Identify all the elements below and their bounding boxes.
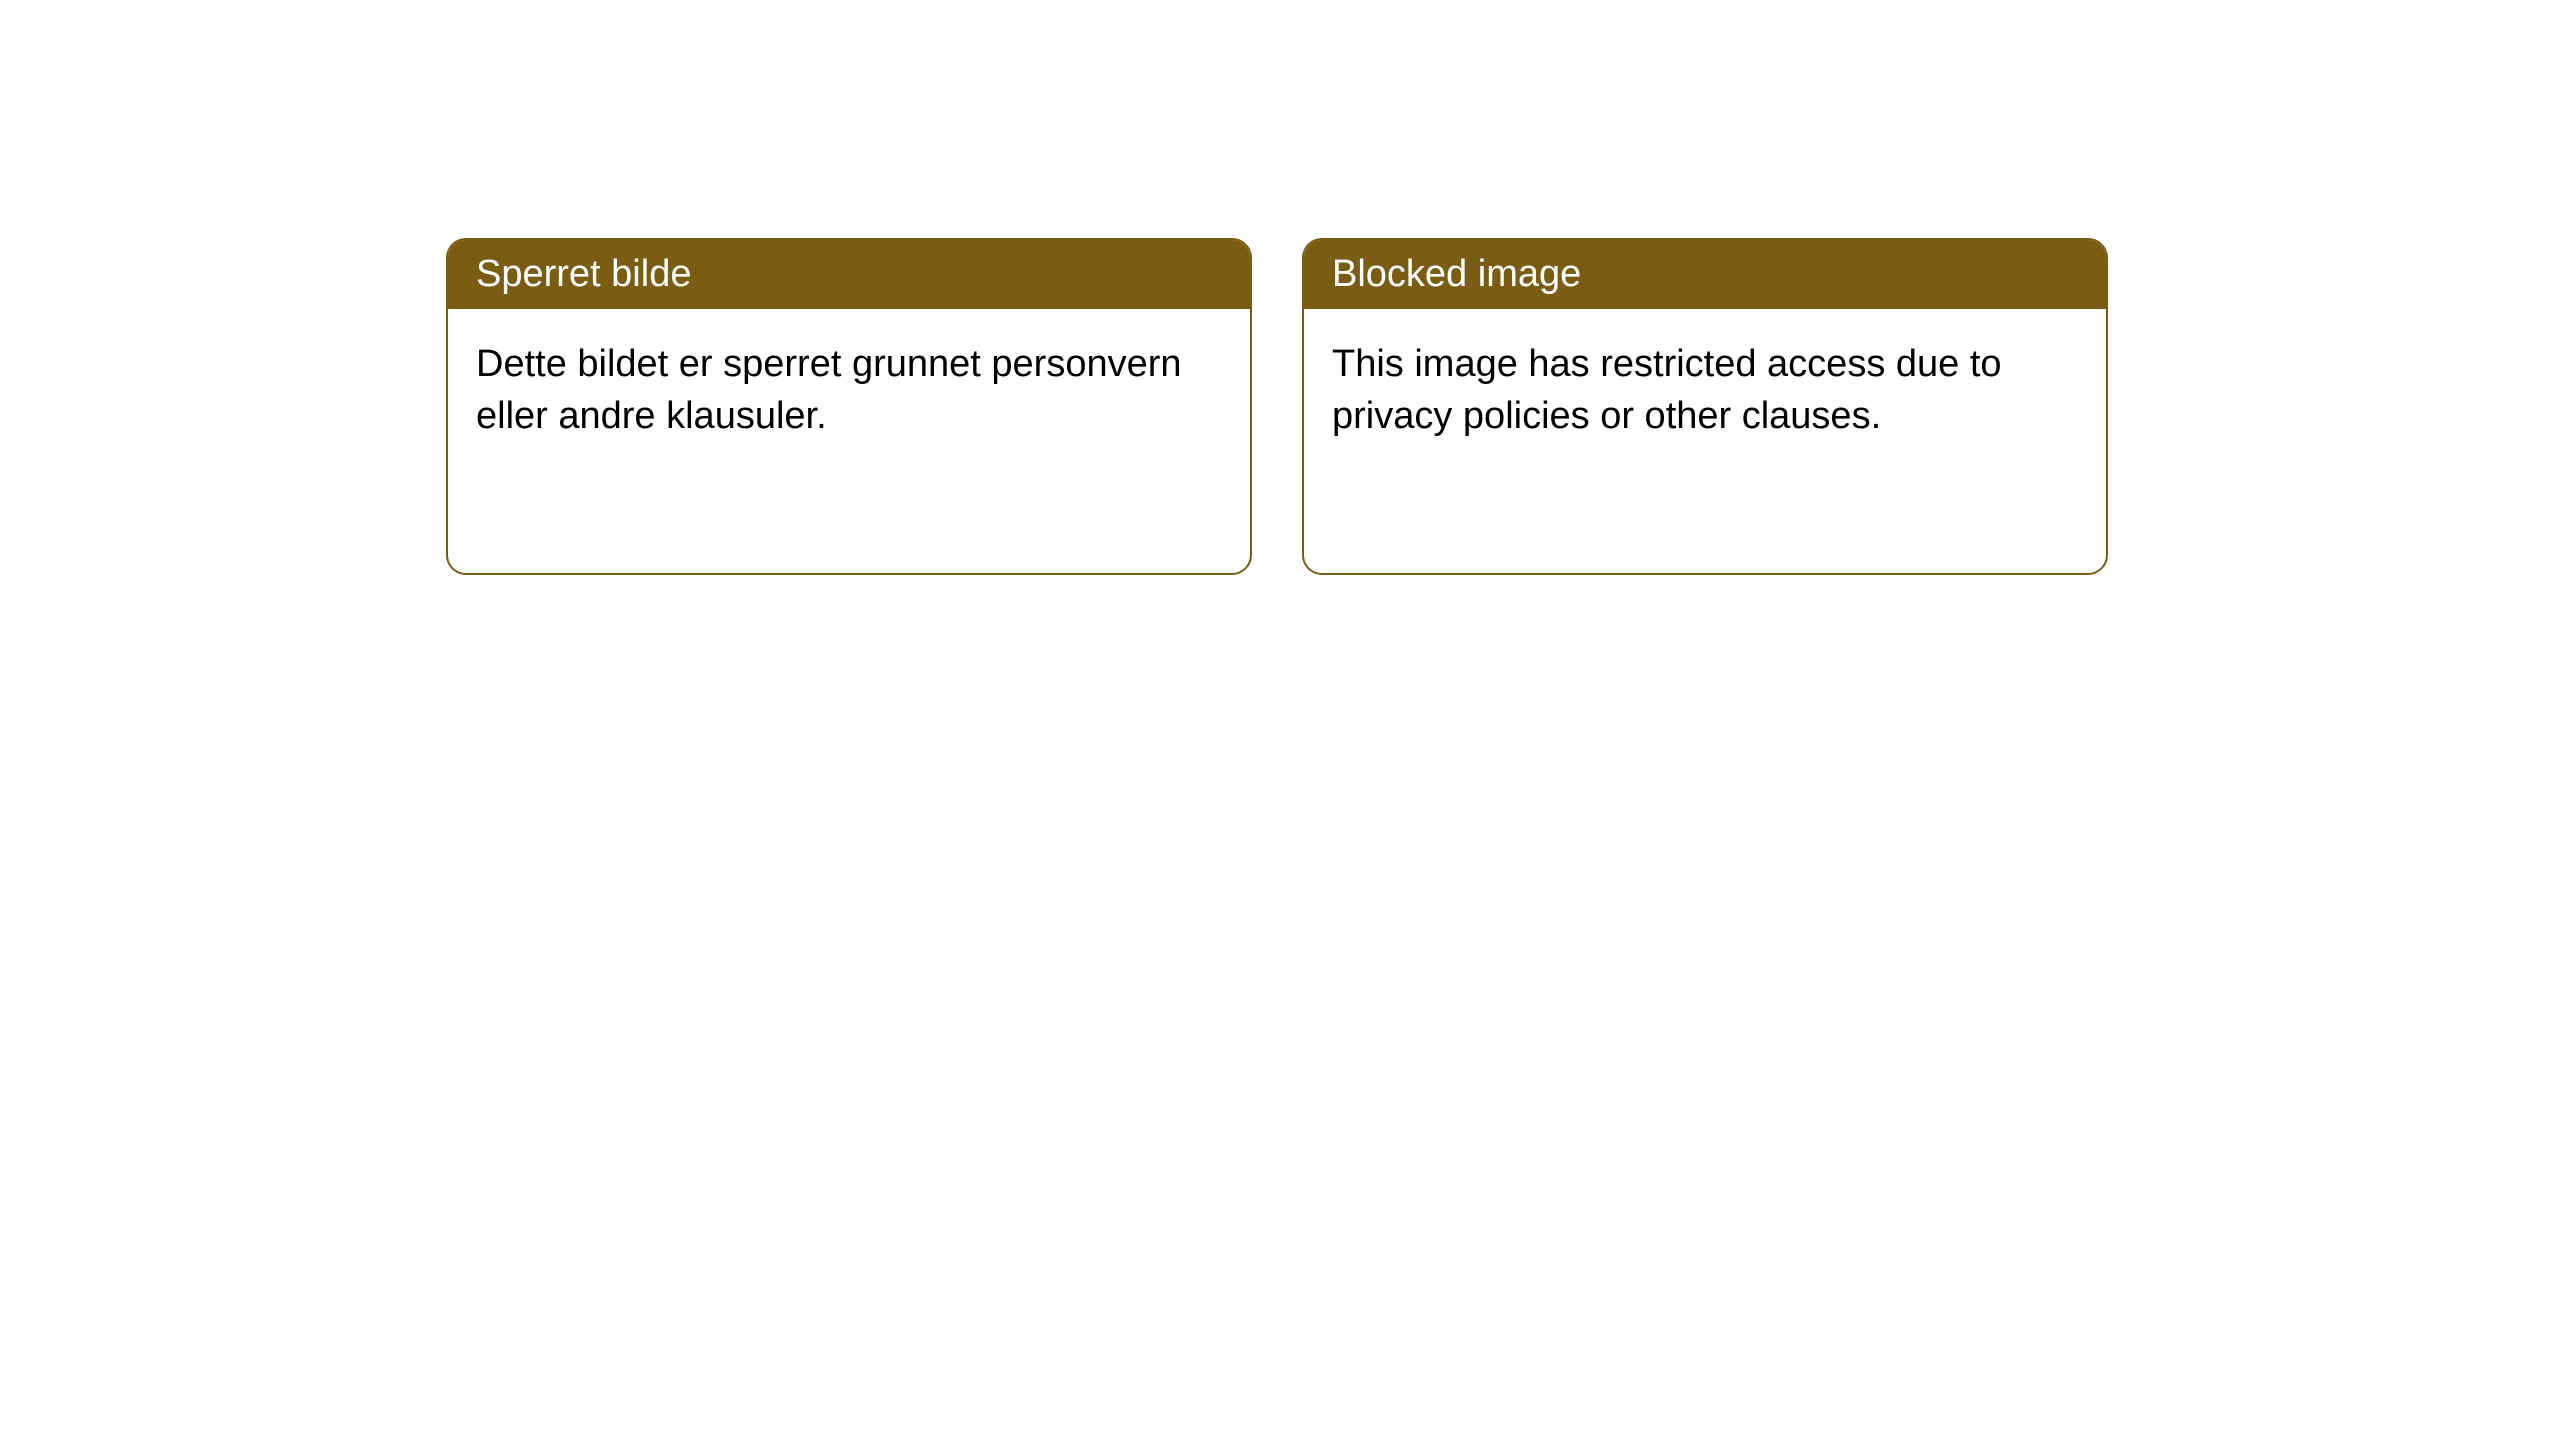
notice-card-english: Blocked image This image has restricted … — [1302, 238, 2108, 575]
notice-container: Sperret bilde Dette bildet er sperret gr… — [0, 0, 2560, 575]
card-header-english: Blocked image — [1304, 240, 2106, 309]
card-body-english: This image has restricted access due to … — [1304, 309, 2106, 472]
card-header-norwegian: Sperret bilde — [448, 240, 1250, 309]
card-body-norwegian: Dette bildet er sperret grunnet personve… — [448, 309, 1250, 472]
card-title-english: Blocked image — [1332, 253, 1581, 295]
card-title-norwegian: Sperret bilde — [476, 253, 691, 295]
card-text-english: This image has restricted access due to … — [1332, 343, 2002, 436]
notice-card-norwegian: Sperret bilde Dette bildet er sperret gr… — [446, 238, 1252, 575]
card-text-norwegian: Dette bildet er sperret grunnet personve… — [476, 343, 1182, 436]
